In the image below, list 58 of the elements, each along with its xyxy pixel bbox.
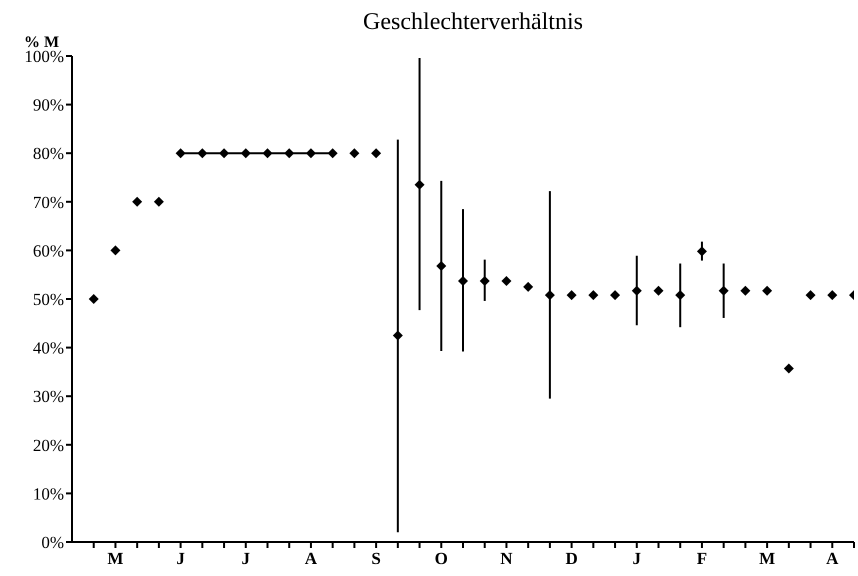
point [632,286,642,296]
x-tick-label: A [304,549,318,568]
point [588,290,598,300]
x-tick-label: J [176,549,186,568]
point [262,148,272,158]
x-tick-label: O [434,549,448,568]
point [110,245,120,256]
point [523,282,534,292]
y-tick-label: 0% [41,533,64,552]
point [762,286,772,296]
point [675,290,686,300]
point [610,290,620,300]
point [827,290,838,300]
point [88,294,99,304]
x-tick-label: M [759,549,776,568]
point [501,276,512,286]
x-tick-label: M [107,549,124,568]
x-tick-label: F [696,549,708,568]
point [718,286,729,296]
x-tick-label: S [371,549,381,568]
point [544,290,555,300]
point [197,148,208,158]
x-tick-label: D [565,549,578,568]
point [784,364,794,374]
point [240,148,251,158]
y-tick-label: 80% [32,144,64,164]
point [696,246,707,256]
point [436,260,446,271]
point [480,276,490,286]
chart-title: Geschlechterverhältnis [363,9,583,35]
x-tick-label: A [826,549,840,568]
point [414,180,425,190]
point [349,148,360,158]
point [132,196,142,207]
point [306,148,316,158]
point [392,330,403,340]
y-tick-label: 60% [32,241,64,260]
y-tick-label: 90% [32,96,64,115]
y-tick-label: 30% [32,387,64,406]
y-tick-label: 50% [32,290,64,309]
point [740,286,750,296]
point [154,196,164,207]
point [566,290,577,300]
point [654,286,664,296]
point [176,148,186,158]
point [284,148,294,158]
y-tick-label: 10% [32,484,64,504]
point [806,290,816,300]
point [219,148,230,158]
x-tick-label: J [242,549,251,568]
x-tick-label: N [500,549,514,568]
y-tick-label: 70% [32,192,64,212]
point [328,148,338,158]
x-tick-label: J [632,549,642,568]
y-tick-label: 40% [32,338,64,358]
point [458,276,468,286]
point [371,148,382,158]
y-tick-label: 20% [32,436,64,455]
